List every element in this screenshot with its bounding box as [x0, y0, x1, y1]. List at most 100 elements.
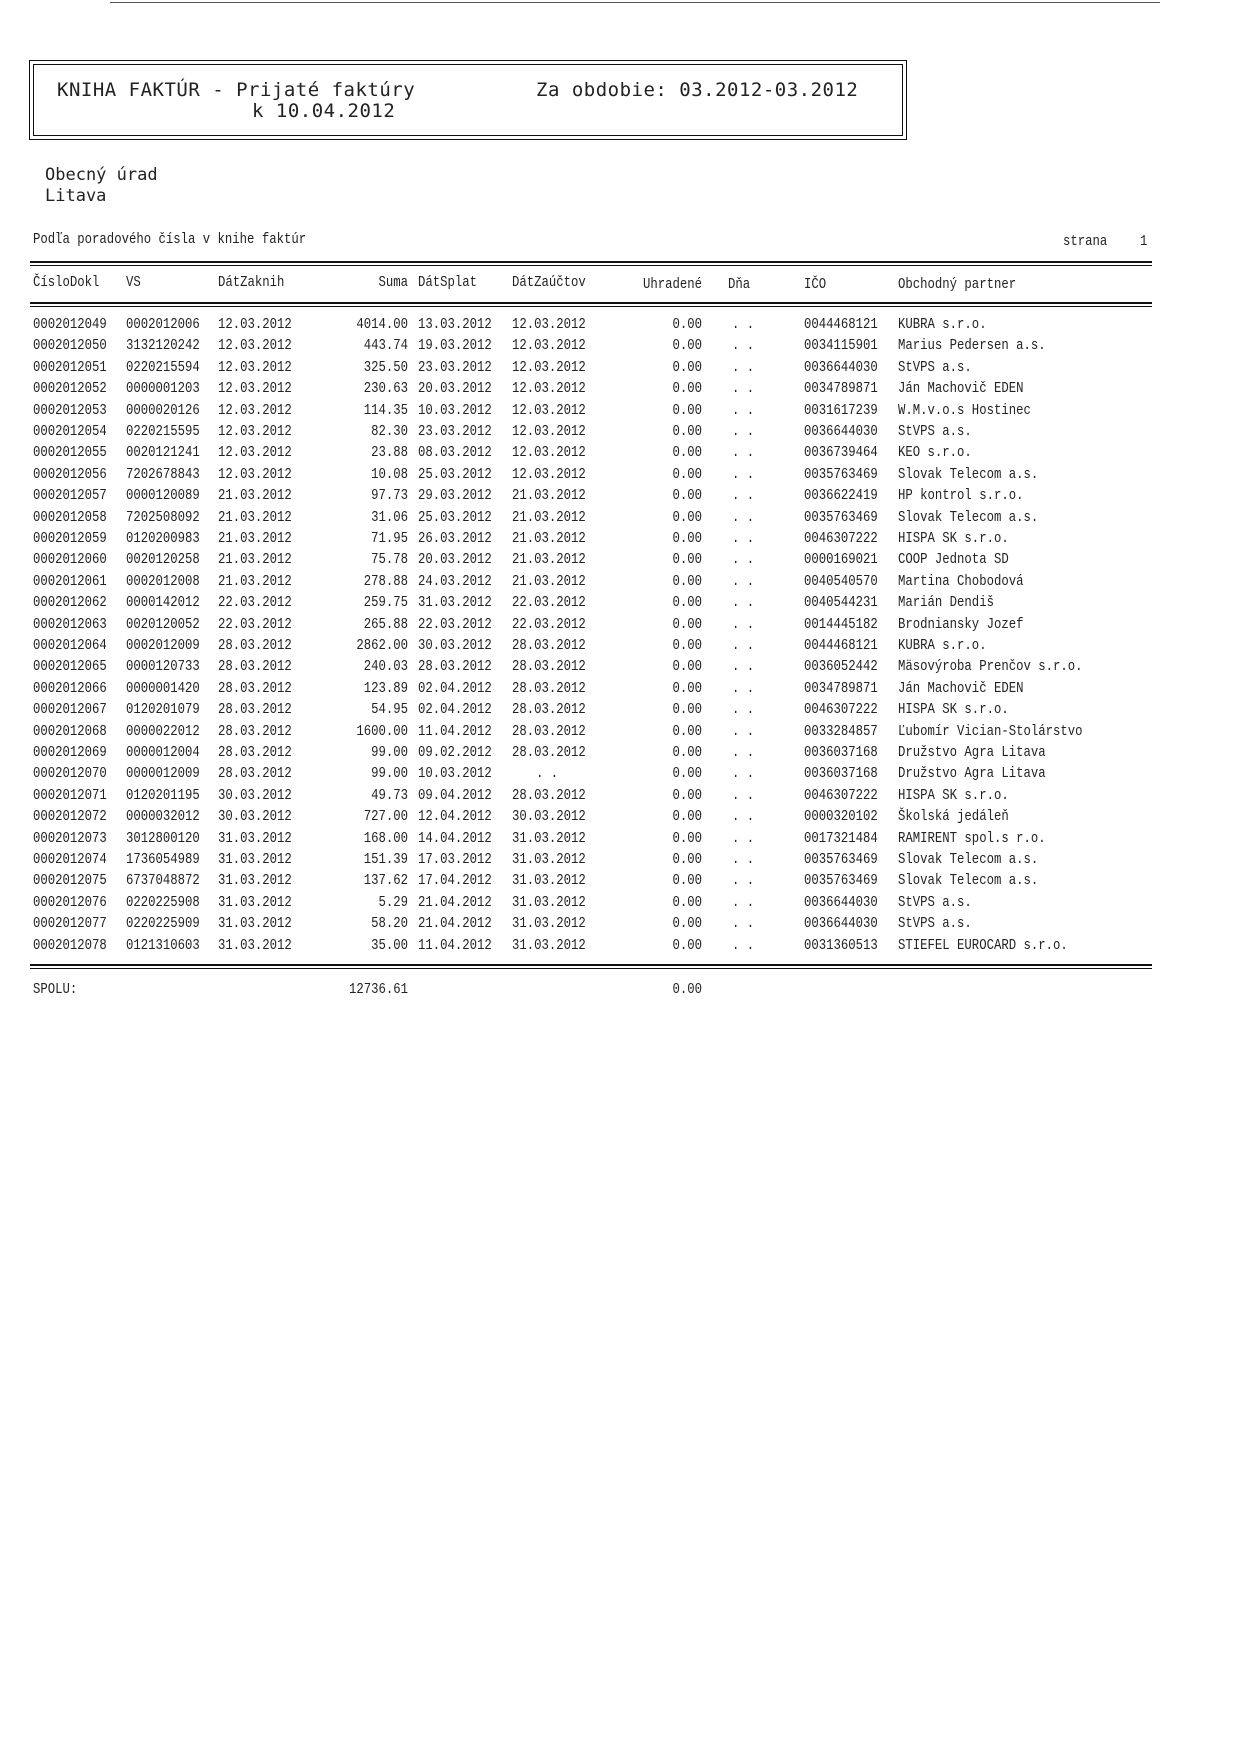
- cell-dat-zauctov: 28.03.2012: [512, 679, 586, 697]
- cell-dat-zauctov: 31.03.2012: [512, 872, 586, 890]
- cell-dna: . .: [732, 594, 755, 612]
- cell-partner: Brodniansky Jozef: [898, 615, 1024, 633]
- cell-ico: 0035763469: [804, 851, 878, 868]
- cell-cislo-dokl: 0002012077: [33, 915, 107, 933]
- cell-cislo-dokl: 0002012065: [33, 658, 107, 676]
- cell-ico: 0040544231: [804, 594, 878, 612]
- cell-vs: 0000012009: [126, 765, 200, 783]
- cell-partner: Slovak Telecom a.s.: [898, 872, 1039, 890]
- cell-dat-zauctov: 12.03.2012: [512, 444, 586, 462]
- cell-dna: . .: [732, 893, 755, 911]
- cell-suma: 10.08: [371, 465, 408, 483]
- cell-vs: 0121310603: [126, 936, 200, 954]
- page-number: 1: [1140, 233, 1148, 250]
- cell-vs: 0000001420: [126, 679, 200, 697]
- cell-ico: 0014445182: [804, 615, 878, 633]
- cell-dna: . .: [732, 358, 755, 376]
- cell-dna: . .: [732, 465, 755, 483]
- cell-ico: 0000320102: [804, 808, 878, 826]
- cell-dat-zaknih: 21.03.2012: [218, 530, 292, 547]
- report-title: KNIHA FAKTÚR - Prijaté faktúry: [57, 79, 416, 101]
- cell-dat-zauctov: 28.03.2012: [512, 701, 586, 719]
- cell-uhradene: 0.00: [672, 615, 702, 633]
- cell-ico: 0036644030: [804, 893, 878, 911]
- organization-name: Obecný úrad: [45, 165, 158, 185]
- cell-cislo-dokl: 0002012076: [33, 893, 107, 911]
- cell-uhradene: 0.00: [672, 658, 702, 676]
- header-rule-bottom: [30, 302, 1152, 304]
- cell-vs: 0120201195: [126, 786, 200, 804]
- cell-suma: 2862.00: [356, 637, 408, 654]
- cell-vs: 0120200983: [126, 530, 200, 547]
- cell-cislo-dokl: 0002012052: [33, 380, 107, 398]
- cell-dat-splat: 14.04.2012: [418, 829, 492, 847]
- cell-dat-zaknih: 12.03.2012: [218, 401, 292, 419]
- cell-partner: StVPS a.s.: [898, 893, 972, 911]
- totals-rule: [30, 964, 1152, 966]
- cell-suma: 35.00: [371, 936, 408, 954]
- cell-cislo-dokl: 0002012075: [33, 872, 107, 890]
- cell-suma: 75.78: [371, 551, 408, 569]
- cell-uhradene: 0.00: [672, 893, 702, 911]
- cell-ico: 0044468121: [804, 316, 878, 333]
- cell-cislo-dokl: 0002012054: [33, 423, 107, 440]
- cell-dat-zaknih: 22.03.2012: [218, 594, 292, 612]
- cell-partner: Družstvo Agra Litava: [898, 744, 1046, 761]
- cell-dat-splat: 17.04.2012: [418, 872, 492, 890]
- cell-dat-splat: 26.03.2012: [418, 530, 492, 547]
- report-header-box: [29, 60, 907, 140]
- cell-uhradene: 0.00: [672, 594, 702, 612]
- cell-suma: 443.74: [363, 337, 408, 355]
- cell-vs: 0220215595: [126, 423, 200, 440]
- cell-partner: HISPA SK s.r.o.: [898, 530, 1009, 547]
- cell-partner: RAMIRENT spol.s r.o.: [898, 829, 1046, 847]
- cell-vs: 1736054989: [126, 851, 200, 868]
- cell-dat-zauctov: 28.03.2012: [512, 744, 586, 761]
- page-label: strana: [1063, 233, 1108, 250]
- cell-dna: . .: [732, 337, 755, 355]
- cell-vs: 7202508092: [126, 508, 200, 526]
- cell-cislo-dokl: 0002012066: [33, 679, 107, 697]
- cell-dna: . .: [732, 658, 755, 676]
- cell-partner: Mäsovýroba Prenčov s.r.o.: [898, 658, 1083, 676]
- cell-cislo-dokl: 0002012059: [33, 530, 107, 547]
- totals-rule-2: [30, 968, 1152, 969]
- cell-partner: HISPA SK s.r.o.: [898, 786, 1009, 804]
- cell-dna: . .: [732, 786, 755, 804]
- cell-suma: 240.03: [363, 658, 408, 676]
- cell-dat-splat: 28.03.2012: [418, 658, 492, 676]
- cell-partner: Družstvo Agra Litava: [898, 765, 1046, 783]
- cell-dna: . .: [732, 423, 755, 440]
- cell-dat-zauctov: 30.03.2012: [512, 808, 586, 826]
- cell-dat-splat: 23.03.2012: [418, 358, 492, 376]
- cell-vs: 0220225908: [126, 893, 200, 911]
- cell-uhradene: 0.00: [672, 316, 702, 333]
- cell-ico: 0035763469: [804, 508, 878, 526]
- cell-dat-zauctov: 28.03.2012: [512, 786, 586, 804]
- cell-dna: . .: [732, 851, 755, 868]
- cell-ico: 0046307222: [804, 701, 878, 719]
- cell-cislo-dokl: 0002012061: [33, 572, 107, 590]
- cell-dat-splat: 25.03.2012: [418, 508, 492, 526]
- cell-cislo-dokl: 0002012056: [33, 465, 107, 483]
- cell-dat-zauctov: 21.03.2012: [512, 572, 586, 590]
- cell-vs: 0000001203: [126, 380, 200, 398]
- cell-dat-zaknih: 28.03.2012: [218, 679, 292, 697]
- cell-ico: 0036037168: [804, 765, 878, 783]
- cell-vs: 0002012008: [126, 572, 200, 590]
- cell-dna: . .: [732, 765, 755, 783]
- cell-vs: 0020120052: [126, 615, 200, 633]
- cell-dat-zaknih: 31.03.2012: [218, 851, 292, 868]
- cell-suma: 82.30: [371, 423, 408, 440]
- cell-dat-zaknih: 30.03.2012: [218, 786, 292, 804]
- cell-dat-zauctov: 12.03.2012: [512, 358, 586, 376]
- cell-cislo-dokl: 0002012051: [33, 358, 107, 376]
- cell-ico: 0017321484: [804, 829, 878, 847]
- cell-uhradene: 0.00: [672, 444, 702, 462]
- cell-suma: 1600.00: [356, 722, 408, 740]
- cell-dat-zauctov: 22.03.2012: [512, 594, 586, 612]
- cell-partner: KEO s.r.o.: [898, 444, 972, 462]
- cell-uhradene: 0.00: [672, 915, 702, 933]
- cell-cislo-dokl: 0002012063: [33, 615, 107, 633]
